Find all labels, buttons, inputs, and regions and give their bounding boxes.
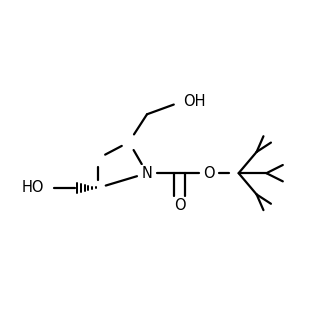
- Text: N: N: [142, 166, 152, 181]
- Text: O: O: [203, 166, 215, 181]
- Text: HO: HO: [21, 181, 44, 195]
- Text: O: O: [174, 198, 185, 214]
- Text: OH: OH: [183, 94, 206, 109]
